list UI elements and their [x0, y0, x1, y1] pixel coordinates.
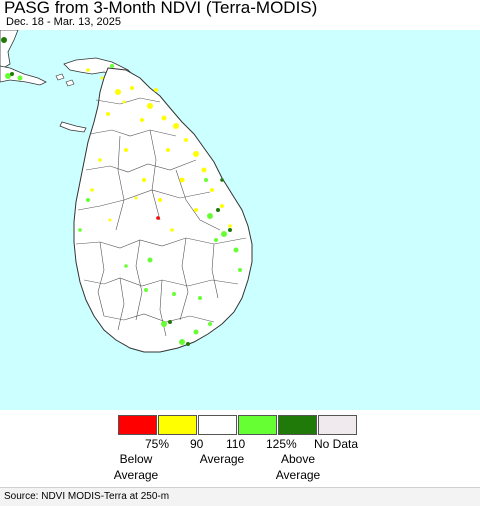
- source-text: Source: NDVI MODIS-Terra at 250-m: [4, 491, 170, 502]
- small-island: [55, 73, 65, 81]
- legend-average-label: Average: [199, 452, 245, 466]
- map-area: [0, 30, 480, 410]
- small-island: [65, 79, 75, 87]
- legend-swatch-below-75: [118, 415, 157, 435]
- mannar-island: [59, 121, 87, 133]
- legend-above-average-label: Average: [275, 468, 321, 482]
- district-line: [103, 313, 215, 323]
- legend-below-label: Below: [119, 452, 153, 466]
- legend: 75% 90 110 125% No Data Below Average Av…: [0, 412, 480, 487]
- legend-swatch-90-110: [198, 415, 237, 435]
- light-green-speckles: [5, 64, 242, 345]
- district-line: [95, 97, 161, 105]
- legend-tick-90: 90: [190, 437, 204, 451]
- district-boundaries: [75, 97, 247, 337]
- legend-below-average-label: Average: [113, 468, 159, 482]
- district-line: [77, 189, 211, 211]
- district-line: [211, 243, 219, 299]
- district-line: [149, 129, 161, 221]
- district-line: [75, 237, 247, 249]
- district-line: [85, 159, 197, 173]
- footer: Source: NDVI MODIS-Terra at 250-m: [0, 487, 480, 506]
- legend-swatch-110-125: [238, 415, 277, 435]
- legend-above-label: Above: [280, 452, 316, 466]
- district-line: [179, 237, 189, 321]
- district-line: [175, 169, 221, 231]
- district-line: [89, 129, 177, 137]
- map-svg: [0, 30, 480, 410]
- dark-green-speckles: [1, 37, 232, 346]
- red-speckles: [156, 216, 160, 220]
- legend-tick-no-data: No Data: [314, 437, 359, 451]
- district-line: [115, 135, 125, 231]
- date-range: Dec. 18 - Mar. 13, 2025: [6, 16, 121, 28]
- district-line: [117, 277, 125, 331]
- india-coast: [0, 65, 47, 86]
- legend-swatch-75-90: [158, 415, 197, 435]
- legend-swatch-no-data: [318, 415, 357, 435]
- legend-tick-125: 125%: [266, 437, 297, 451]
- legend-tick-110: 110: [226, 437, 246, 451]
- legend-tick-75: 75%: [145, 437, 170, 451]
- district-line: [83, 277, 239, 287]
- district-line: [159, 279, 167, 337]
- map-title: PASG from 3-Month NDVI (Terra-MODIS): [4, 0, 318, 17]
- district-line: [97, 241, 105, 317]
- yellow-speckles: [86, 68, 232, 232]
- district-line: [135, 239, 143, 321]
- legend-swatch-above-125: [278, 415, 317, 435]
